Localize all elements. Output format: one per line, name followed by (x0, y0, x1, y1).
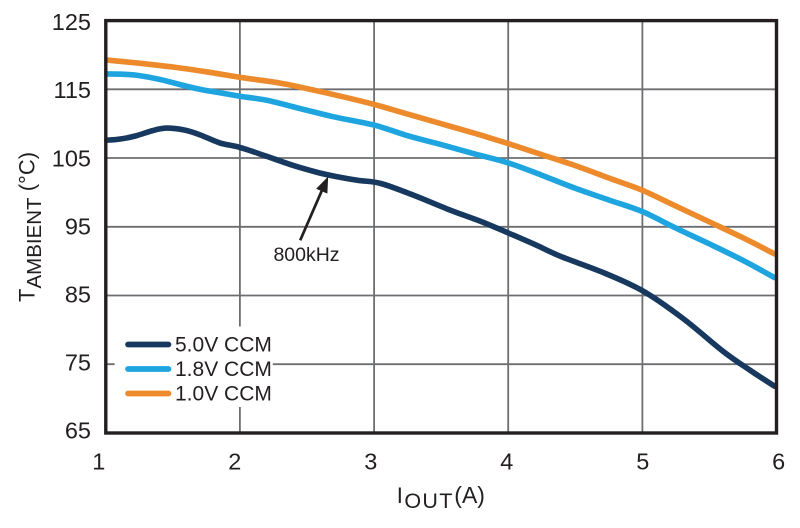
svg-text:(A): (A) (454, 482, 485, 508)
svg-text:1: 1 (92, 448, 105, 474)
svg-text:115: 115 (54, 77, 91, 103)
svg-text:85: 85 (65, 282, 91, 308)
svg-text:105: 105 (52, 145, 91, 171)
svg-text:1.8V CCM: 1.8V CCM (175, 358, 272, 381)
svg-text:4: 4 (500, 448, 513, 474)
svg-text:6: 6 (772, 448, 785, 474)
svg-text:5: 5 (636, 448, 649, 474)
svg-text:95: 95 (65, 213, 91, 239)
svg-text:65: 65 (65, 418, 91, 444)
svg-text:I: I (397, 483, 403, 508)
svg-text:5.0V CCM: 5.0V CCM (175, 334, 272, 357)
svg-text:1.0V CCM: 1.0V CCM (175, 383, 272, 406)
svg-text:2: 2 (228, 448, 241, 474)
svg-text:75: 75 (65, 350, 91, 376)
svg-text:800kHz: 800kHz (273, 244, 339, 266)
svg-text:OUT: OUT (404, 489, 453, 513)
svg-text:3: 3 (364, 448, 377, 474)
svg-text:125: 125 (52, 9, 91, 35)
